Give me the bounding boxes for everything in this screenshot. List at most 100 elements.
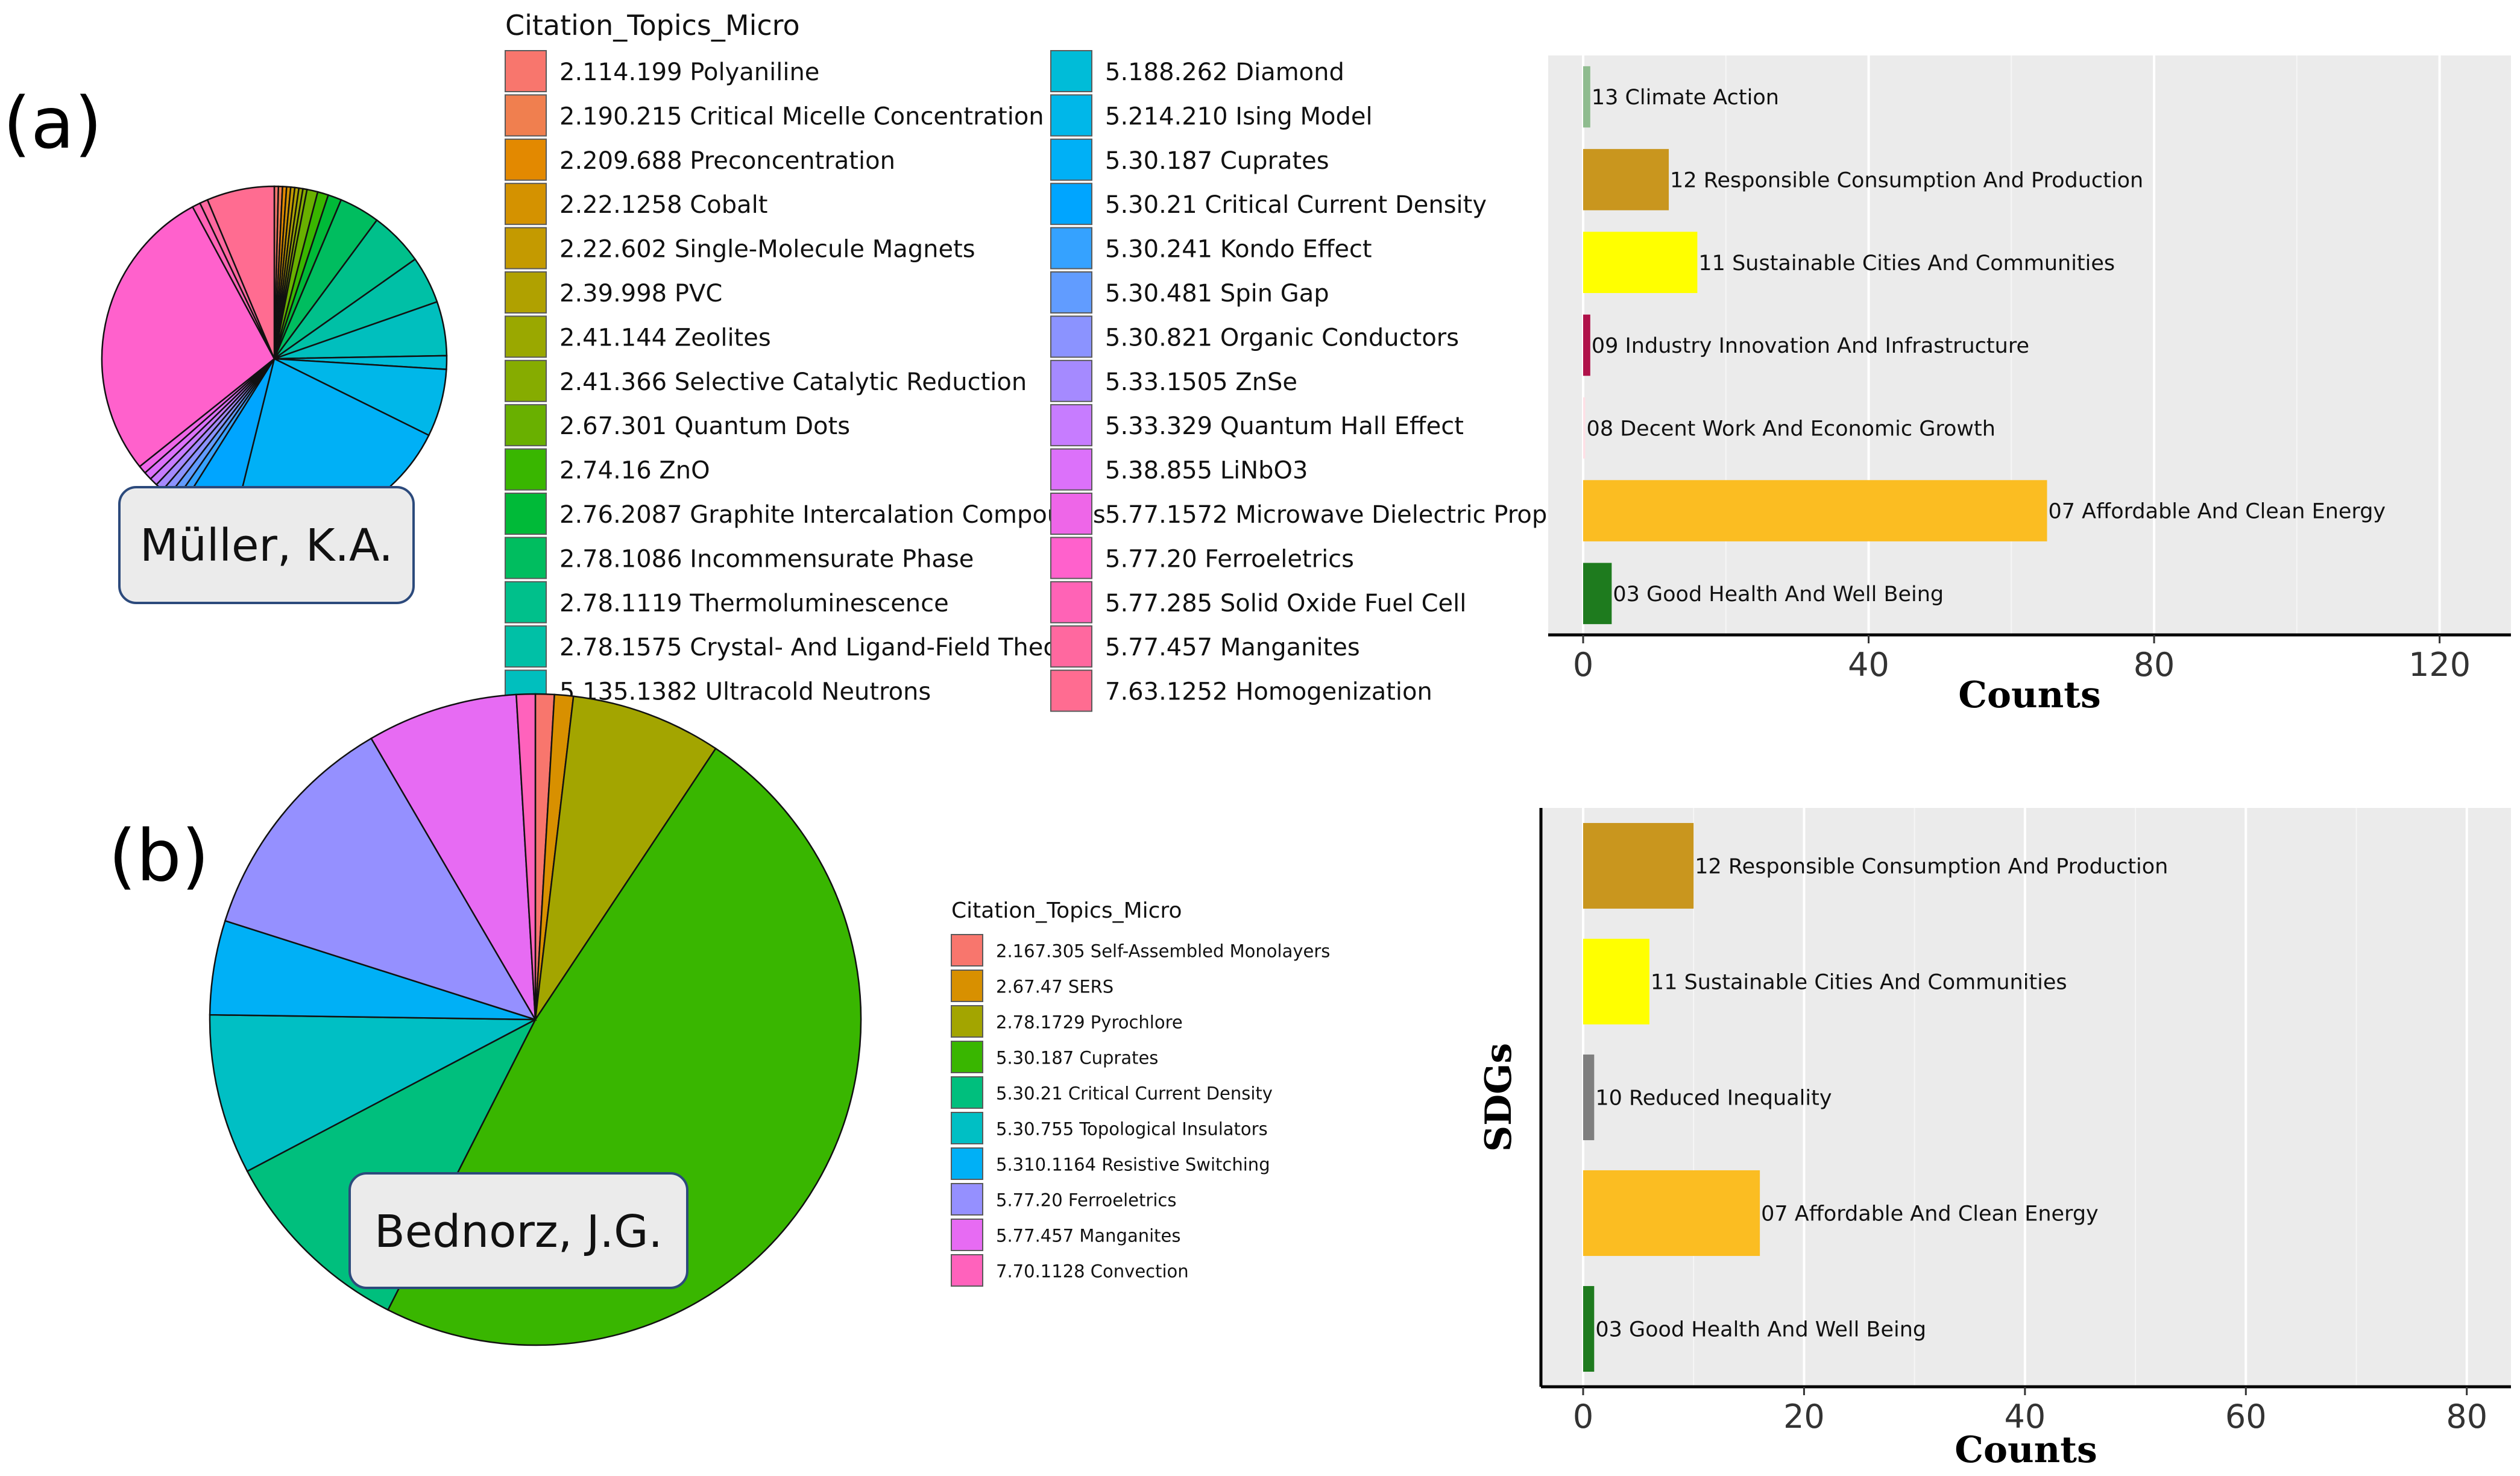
x-tick-label: 40 xyxy=(2004,1398,2046,1436)
bar-11-sustainable-cities-and-communities xyxy=(1583,938,1649,1025)
legend-swatch xyxy=(951,1219,983,1251)
pie-slice-5-30-755-topological-insulators xyxy=(209,1014,536,1173)
pie-slice-5-77-20-ferroeletrics xyxy=(101,206,276,468)
x-tick-label: 80 xyxy=(2446,1398,2487,1436)
legend-title: Citation_Topics_Micro xyxy=(951,898,1182,923)
pie-slice-5-30-21-critical-current-density xyxy=(246,1018,537,1311)
pie-slice-5-310-1164-resistive-switching xyxy=(209,919,536,1021)
legend-label: 2.41.366 Selective Catalytic Reduction xyxy=(559,368,1027,396)
legend-swatch xyxy=(1050,581,1092,623)
bar-12-responsible-consumption-and-production xyxy=(1583,822,1694,909)
legend-label: 5.77.20 Ferroeletrics xyxy=(1105,545,1354,573)
x-tick-label: 80 xyxy=(2134,646,2175,684)
bar-03-good-health-and-well-being xyxy=(1583,1285,1595,1372)
legend-swatch xyxy=(951,934,983,967)
bar-label: 09 Industry Innovation And Infrastructur… xyxy=(1592,334,2029,358)
bar-11-sustainable-cities-and-communities xyxy=(1583,232,1698,294)
author-name-a: Müller, K.A. xyxy=(140,520,393,572)
legend-b: Citation_Topics_Micro 2.167.305 Self-Asse… xyxy=(951,898,1330,1287)
legend-label: 2.167.305 Self-Assembled Monolayers xyxy=(996,941,1330,961)
legend-swatch xyxy=(1050,227,1092,270)
legend-label: 5.30.481 Spin Gap xyxy=(1105,280,1329,308)
legend-label: 2.76.2087 Graphite Intercalation Compoun… xyxy=(559,501,1106,529)
pie-slice-5-77-20-ferroeletrics xyxy=(224,737,537,1021)
x-tick-label: 120 xyxy=(2408,646,2471,684)
legend-label: 2.190.215 Critical Micelle Concentration xyxy=(559,102,1044,130)
legend-swatch xyxy=(1050,448,1092,491)
legend-label: 5.38.855 LiNbO3 xyxy=(1105,457,1308,485)
legend-label: 5.30.755 Topological Insulators xyxy=(996,1118,1268,1139)
bar-12-responsible-consumption-and-production xyxy=(1583,149,1669,210)
legend-swatch xyxy=(1050,94,1092,137)
legend-label: 2.22.1258 Cobalt xyxy=(559,191,767,219)
bar-label: 03 Good Health And Well Being xyxy=(1613,582,1944,607)
legend-swatch xyxy=(505,359,547,402)
legend-swatch xyxy=(951,1147,983,1180)
legend-swatch xyxy=(505,493,547,535)
legend-swatch xyxy=(951,1254,983,1287)
bar-07-affordable-and-clean-energy xyxy=(1583,1170,1760,1257)
x-tick-label: 40 xyxy=(1848,646,1889,684)
pie-slice-5-214-210-ising-model xyxy=(274,358,447,437)
legend-label: 5.30.187 Cuprates xyxy=(1105,147,1329,175)
legend-label: 5.30.821 Organic Conductors xyxy=(1105,324,1459,352)
legend-swatch xyxy=(951,1041,983,1073)
legend-swatch xyxy=(951,1005,983,1038)
legend-label: 5.214.210 Ising Model xyxy=(1105,102,1373,130)
legend-label: 2.78.1086 Incommensurate Phase xyxy=(559,545,974,573)
author-box-b: Bednorz, J.G. xyxy=(348,1172,688,1289)
legend-swatch xyxy=(1050,404,1092,447)
bar-03-good-health-and-well-being xyxy=(1583,563,1612,625)
legend-a: Citation_Topics_Micro 2.114.199 Polyanili… xyxy=(505,9,1616,712)
legend-label: 5.77.20 Ferroeletrics xyxy=(996,1190,1176,1210)
legend-swatch xyxy=(1050,183,1092,226)
legend-swatch xyxy=(1050,359,1092,402)
panel-label-a: (a) xyxy=(3,81,102,165)
pie-slice-7-63-1252-homogenization xyxy=(206,185,276,359)
legend-swatch xyxy=(1050,669,1092,712)
legend-swatch xyxy=(505,183,547,226)
bar-label: 12 Responsible Consumption And Productio… xyxy=(1670,169,2143,193)
bar-label: 07 Affordable And Clean Energy xyxy=(1761,1202,2099,1226)
legend-swatch xyxy=(505,271,547,314)
bar-label: 08 Decent Work And Economic Growth xyxy=(1587,417,1996,441)
pie-slice-5-77-457-manganites xyxy=(370,693,537,1020)
legend-swatch xyxy=(505,625,547,668)
x-axis-title: Counts xyxy=(1958,674,2101,716)
panel-label-b: (b) xyxy=(109,814,209,897)
bar-label: 07 Affordable And Clean Energy xyxy=(2049,500,2386,524)
legend-label: 2.78.1729 Pyrochlore xyxy=(996,1012,1183,1032)
pie-chart-a xyxy=(101,185,448,532)
legend-swatch xyxy=(1050,271,1092,314)
pie-slice-2-78-1729-pyrochlore xyxy=(534,695,717,1020)
bar-13-climate-action xyxy=(1583,66,1590,128)
legend-swatch xyxy=(1050,315,1092,358)
legend-label: 7.70.1128 Convection xyxy=(996,1261,1189,1281)
legend-swatch xyxy=(505,537,547,579)
legend-swatch xyxy=(1050,138,1092,181)
legend-swatch xyxy=(1050,50,1092,92)
legend-label: 5.188.262 Diamond xyxy=(1105,58,1344,86)
legend-label: 5.77.1572 Microwave Dielectric Propertie… xyxy=(1105,501,1616,529)
legend-label: 2.78.1575 Crystal- And Ligand-Field Theo… xyxy=(559,634,1082,661)
bar-chart-a: 13 Climate Action 12 Responsible Consumpt… xyxy=(1548,55,2511,716)
bar-08-decent-work-and-economic-growth xyxy=(1583,397,1586,459)
x-tick-label: 60 xyxy=(2225,1398,2267,1436)
author-name-b: Bednorz, J.G. xyxy=(374,1206,663,1258)
legend-label: 2.114.199 Polyaniline xyxy=(559,58,819,86)
bar-label: 11 Sustainable Cities And Communities xyxy=(1698,251,2115,276)
bar-label: 12 Responsible Consumption And Productio… xyxy=(1695,855,2168,879)
legend-swatch xyxy=(951,970,983,1002)
legend-swatch xyxy=(1050,537,1092,579)
legend-label: 5.77.285 Solid Oxide Fuel Cell xyxy=(1105,590,1466,617)
legend-label: 2.209.688 Preconcentration xyxy=(559,147,895,175)
legend-label: 2.39.998 PVC xyxy=(559,280,722,308)
legend-swatch xyxy=(951,1183,983,1216)
legend-label: 2.74.16 ZnO xyxy=(559,457,710,485)
legend-label: 5.30.187 Cuprates xyxy=(996,1047,1158,1068)
legend-label: 5.135.1382 Ultracold Neutrons xyxy=(559,678,931,706)
legend-label: 2.78.1119 Thermoluminescence xyxy=(559,590,949,617)
legend-label: 5.77.457 Manganites xyxy=(996,1225,1180,1246)
legend-swatch xyxy=(505,138,547,181)
